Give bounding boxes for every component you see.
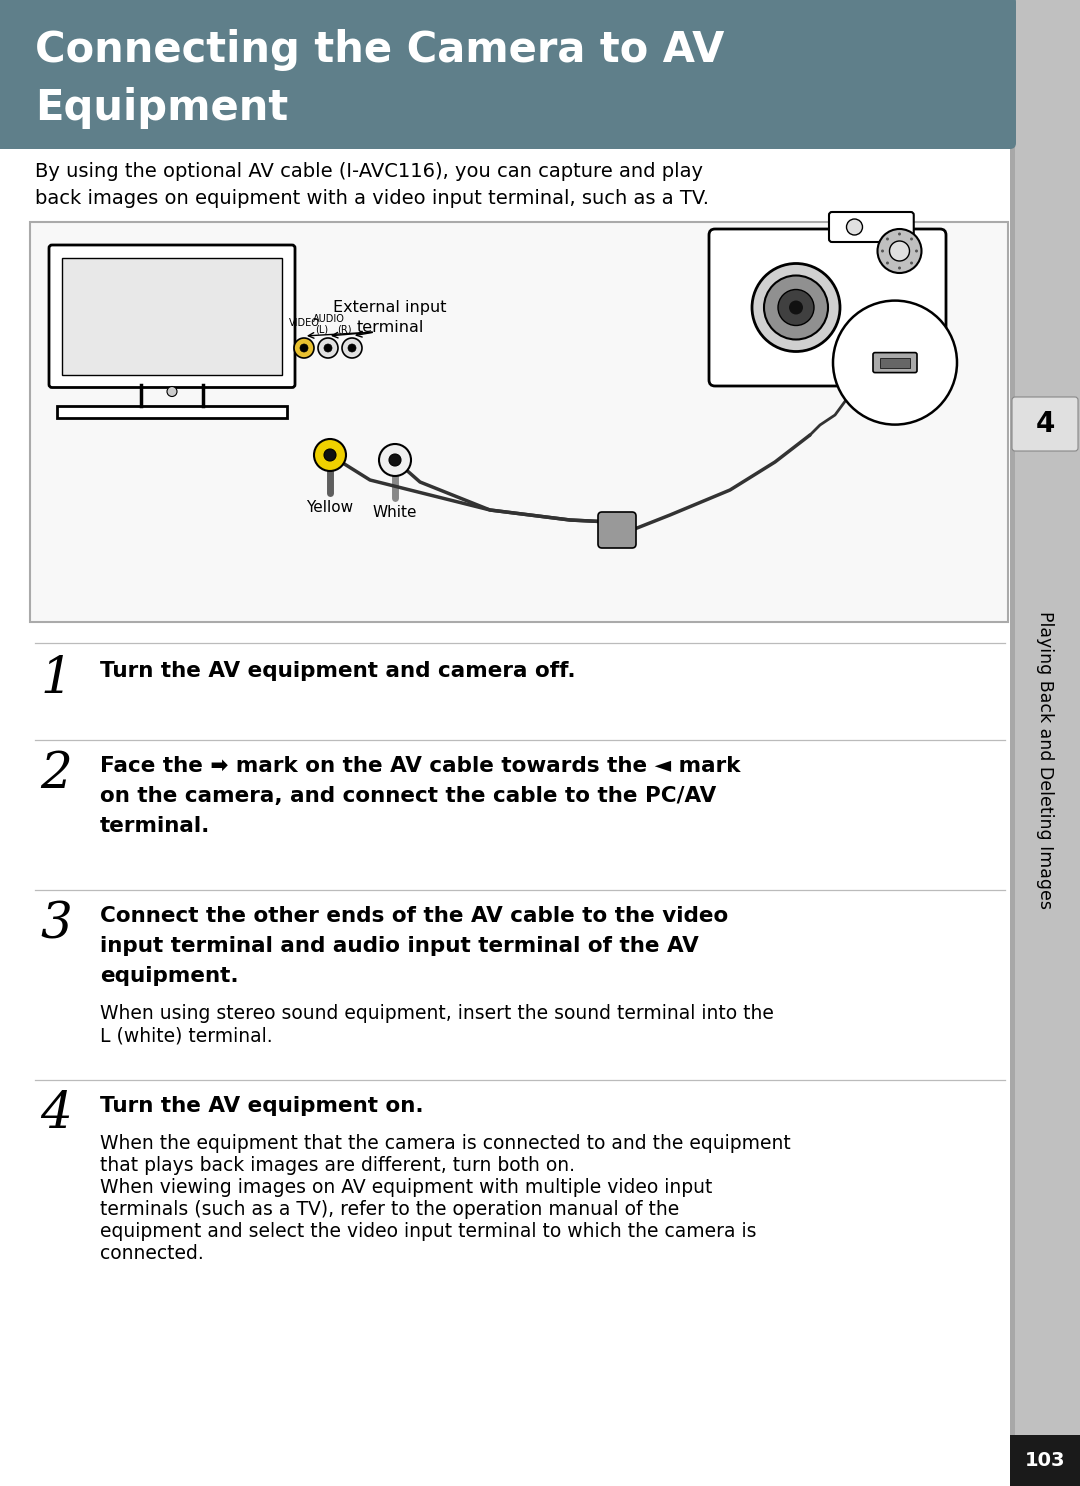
FancyBboxPatch shape [0, 0, 1016, 149]
Bar [880, 358, 910, 367]
Text: input terminal and audio input terminal of the AV: input terminal and audio input terminal … [100, 936, 699, 955]
Text: By using the optional AV cable (I-AVC116), you can capture and play
back images : By using the optional AV cable (I-AVC116… [35, 162, 708, 208]
Text: (L): (L) [315, 324, 328, 334]
FancyBboxPatch shape [1012, 397, 1078, 450]
Circle shape [752, 263, 840, 352]
Circle shape [314, 438, 346, 471]
Text: Turn the AV equipment on.: Turn the AV equipment on. [100, 1097, 423, 1116]
Text: Connecting the Camera to AV: Connecting the Camera to AV [35, 30, 725, 71]
Bar [1010, 0, 1015, 1486]
Circle shape [910, 238, 913, 241]
Text: Face the ➡ mark on the AV cable towards the ◄ mark: Face the ➡ mark on the AV cable towards … [100, 756, 741, 776]
Text: When viewing images on AV equipment with multiple video input: When viewing images on AV equipment with… [100, 1178, 713, 1198]
Text: 1: 1 [40, 655, 72, 704]
Bar [30, 221, 1008, 623]
Circle shape [300, 343, 308, 352]
Text: White: White [373, 505, 417, 520]
Circle shape [324, 449, 336, 461]
Text: 103: 103 [1025, 1450, 1065, 1470]
Circle shape [167, 386, 177, 397]
Circle shape [833, 300, 957, 425]
Circle shape [324, 343, 332, 352]
Text: PC/AV terminal: PC/AV terminal [806, 232, 924, 247]
FancyBboxPatch shape [829, 212, 914, 242]
FancyBboxPatch shape [49, 245, 295, 388]
Circle shape [778, 290, 814, 325]
Circle shape [342, 337, 362, 358]
Circle shape [890, 241, 909, 262]
Circle shape [389, 455, 401, 467]
Text: L (white) terminal.: L (white) terminal. [100, 1025, 272, 1045]
Text: (R): (R) [337, 324, 351, 334]
Text: on the camera, and connect the cable to the PC/AV: on the camera, and connect the cable to … [100, 786, 716, 805]
Bar [62, 259, 282, 374]
Circle shape [379, 444, 411, 476]
Bar [1010, 0, 1080, 1486]
Circle shape [348, 343, 356, 352]
Text: that plays back images are different, turn both on.: that plays back images are different, tu… [100, 1156, 575, 1175]
Circle shape [881, 250, 885, 253]
Text: 4: 4 [1036, 410, 1055, 438]
Circle shape [915, 250, 918, 253]
Text: connected.: connected. [100, 1244, 204, 1263]
Text: Equipment: Equipment [35, 88, 288, 129]
FancyBboxPatch shape [873, 352, 917, 373]
Bar [57, 406, 287, 418]
Text: VIDEO: VIDEO [288, 318, 320, 328]
Circle shape [897, 232, 901, 235]
Circle shape [886, 262, 889, 265]
Circle shape [318, 337, 338, 358]
Text: terminals (such as a TV), refer to the operation manual of the: terminals (such as a TV), refer to the o… [100, 1201, 679, 1219]
Text: External input
terminal: External input terminal [334, 300, 447, 334]
Text: Connect the other ends of the AV cable to the video: Connect the other ends of the AV cable t… [100, 906, 728, 926]
FancyBboxPatch shape [598, 513, 636, 548]
Text: 2: 2 [40, 750, 72, 799]
Circle shape [789, 300, 804, 315]
Circle shape [847, 218, 863, 235]
Circle shape [294, 337, 314, 358]
Text: equipment.: equipment. [100, 966, 239, 987]
Text: When using stereo sound equipment, insert the sound terminal into the: When using stereo sound equipment, inser… [100, 1005, 774, 1022]
Text: 3: 3 [40, 901, 72, 950]
Text: Turn the AV equipment and camera off.: Turn the AV equipment and camera off. [100, 661, 576, 681]
Text: Playing Back and Deleting Images: Playing Back and Deleting Images [1036, 611, 1054, 909]
Circle shape [910, 262, 913, 265]
Text: terminal.: terminal. [100, 816, 211, 837]
Circle shape [764, 275, 828, 339]
Bar [1010, 1435, 1080, 1486]
Text: When the equipment that the camera is connected to and the equipment: When the equipment that the camera is co… [100, 1134, 791, 1153]
Circle shape [897, 266, 901, 269]
FancyBboxPatch shape [708, 229, 946, 386]
Text: Yellow: Yellow [307, 499, 353, 516]
Circle shape [886, 238, 889, 241]
Text: equipment and select the video input terminal to which the camera is: equipment and select the video input ter… [100, 1221, 756, 1241]
Text: AUDIO: AUDIO [313, 314, 345, 324]
Text: 4: 4 [40, 1091, 72, 1140]
Circle shape [877, 229, 921, 273]
